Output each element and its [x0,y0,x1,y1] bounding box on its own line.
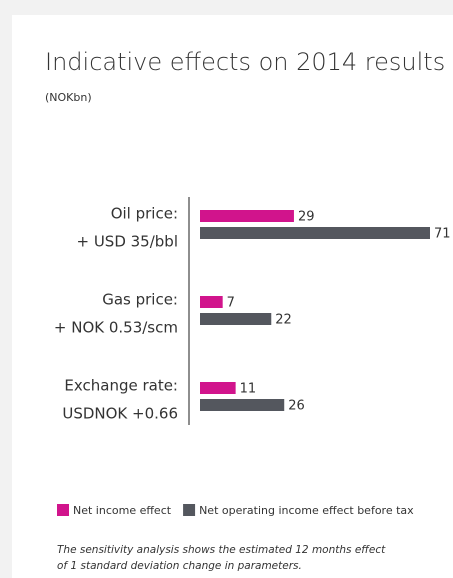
value-label: 71 [434,227,451,242]
bar [200,382,236,394]
bar [200,210,294,222]
footnote: of 1 standard deviation change in parame… [57,560,302,572]
bar [200,227,430,239]
category-label: Gas price: [102,291,178,309]
category-label: Exchange rate: [64,377,178,395]
card [12,15,453,578]
bar [200,313,272,325]
value-label: 11 [240,382,257,397]
chart-title: Indicative effects on 2014 results [45,48,445,76]
value-label: 22 [275,313,292,328]
category-label: Oil price: [111,205,178,223]
category-label: + NOK 0.53/scm [54,319,178,337]
legend-label: Net income effect [73,504,172,517]
legend-label: Net operating income effect before tax [199,504,414,517]
chart-subtitle: (NOKbn) [45,91,92,104]
value-label: 7 [227,296,235,311]
legend-swatch [57,504,69,516]
legend-swatch [183,504,196,516]
bar [200,296,223,308]
category-label: USDNOK +0.66 [62,405,178,423]
value-label: 26 [288,399,305,414]
value-label: 29 [298,210,315,225]
category-label: + USD 35/bbl [76,233,178,251]
bar [200,399,285,411]
footnote: The sensitivity analysis shows the estim… [57,544,386,556]
